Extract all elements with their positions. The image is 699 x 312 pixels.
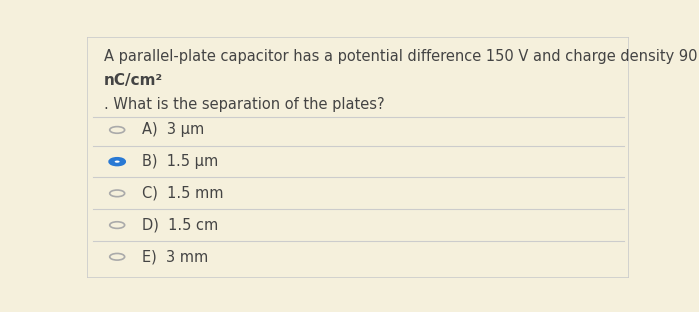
Circle shape bbox=[110, 190, 124, 197]
Text: B)  1.5 μm: B) 1.5 μm bbox=[141, 154, 218, 169]
Circle shape bbox=[110, 253, 124, 260]
Text: E)  3 mm: E) 3 mm bbox=[141, 249, 208, 264]
Circle shape bbox=[110, 222, 124, 228]
Text: . What is the separation of the plates?: . What is the separation of the plates? bbox=[103, 97, 384, 113]
Text: nC/cm²: nC/cm² bbox=[103, 74, 163, 89]
Circle shape bbox=[110, 127, 124, 133]
Circle shape bbox=[115, 161, 120, 163]
Text: A)  3 μm: A) 3 μm bbox=[141, 122, 204, 137]
Circle shape bbox=[110, 158, 124, 165]
Text: A parallel-plate capacitor has a potential difference 150 V and charge density 9: A parallel-plate capacitor has a potenti… bbox=[103, 49, 697, 65]
Text: D)  1.5 cm: D) 1.5 cm bbox=[141, 217, 218, 232]
Text: C)  1.5 mm: C) 1.5 mm bbox=[141, 186, 223, 201]
